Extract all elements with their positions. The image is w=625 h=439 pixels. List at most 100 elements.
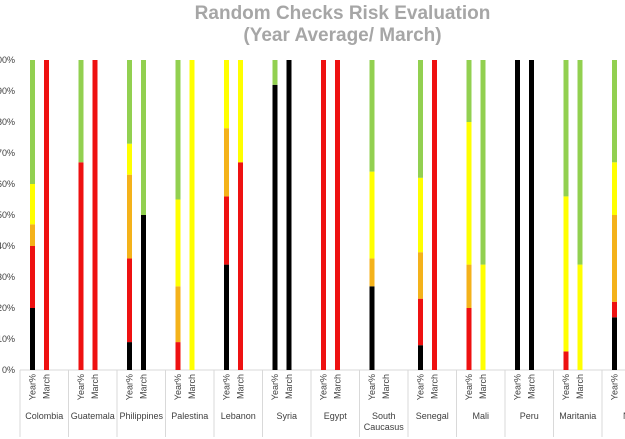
bar-sub-label: Year% <box>416 374 426 400</box>
bar-sub-label: March <box>187 374 197 399</box>
bar-segment-red <box>30 246 35 308</box>
bar-segment-orange <box>175 286 181 343</box>
bar-segment-green <box>418 60 423 178</box>
bar-sub-label: March <box>139 374 149 399</box>
bar-segment-green <box>369 60 375 172</box>
bar-segment-yellow <box>369 171 375 259</box>
bar-segment-orange <box>369 258 375 287</box>
bar-sub-label: March <box>333 374 343 399</box>
y-tick-label: 10% <box>0 334 15 344</box>
y-tick-label: 80% <box>0 117 15 127</box>
category-label: Caucasus <box>364 422 405 432</box>
bar-segment-green <box>272 60 278 85</box>
y-tick-label: 50% <box>0 210 15 220</box>
y-tick-label: 100% <box>0 55 15 65</box>
chart-subtitle: (Year Average/ March) <box>243 25 442 46</box>
bar-segment-green <box>480 60 486 265</box>
bar-segment-yellow <box>577 264 583 370</box>
bar-segment-orange <box>466 264 472 308</box>
bar-segment-yellow <box>189 60 195 370</box>
bar-segment-black <box>286 60 292 370</box>
bar-segment-yellow <box>480 264 486 370</box>
bar-segment-red <box>612 301 617 318</box>
bar-segment-green <box>78 60 84 163</box>
bar-sub-label: March <box>236 374 246 399</box>
category-label: Philippines <box>119 411 163 421</box>
bar-sub-label: March <box>430 374 440 399</box>
bar-segment-black <box>418 345 423 370</box>
category-label: Lebanon <box>221 411 256 421</box>
bar-segment-black <box>127 342 132 370</box>
bar-segment-orange <box>30 224 35 246</box>
bar-segment-yellow <box>224 60 229 129</box>
bar-segment-black <box>515 60 520 370</box>
bar-segment-green <box>577 60 583 265</box>
y-tick-label: 90% <box>0 86 15 96</box>
category-label: Colombia <box>25 411 63 421</box>
bar-sub-label: Year% <box>270 374 280 400</box>
bar-segment-orange <box>612 215 617 302</box>
bar-sub-label: Year% <box>222 374 232 400</box>
bar-segment-green <box>175 60 181 200</box>
y-tick-label: 0% <box>2 365 15 375</box>
bar-segment-red <box>432 60 437 370</box>
bar-sub-label: Year% <box>513 374 523 400</box>
bar-segment-green <box>141 60 146 215</box>
category-label: Egypt <box>324 411 348 421</box>
bar-segment-black <box>272 84 278 371</box>
bar-sub-label: March <box>624 374 625 399</box>
bar-segment-green <box>563 60 569 197</box>
y-tick-label: 20% <box>0 303 15 313</box>
category-label: N <box>623 411 625 421</box>
bar-segment-black <box>30 308 35 370</box>
bar-segment-red <box>92 60 98 370</box>
bar-segment-green <box>30 60 35 184</box>
bar-segment-red <box>175 342 181 370</box>
bar-segment-red <box>44 60 49 370</box>
category-label: Maritania <box>559 411 596 421</box>
bar-segment-black <box>224 264 229 370</box>
bar-sub-label: Year% <box>76 374 86 400</box>
bar-segment-black <box>369 286 375 370</box>
category-label: Palestina <box>171 411 208 421</box>
bar-sub-label: Year% <box>464 374 474 400</box>
bar-segment-red <box>466 308 472 370</box>
bar-sub-label: March <box>381 374 391 399</box>
bar-sub-label: March <box>42 374 52 399</box>
category-label: Guatemala <box>71 411 115 421</box>
y-tick-label: 70% <box>0 148 15 158</box>
bar-sub-label: March <box>478 374 488 399</box>
bar-segment-green <box>466 60 472 122</box>
bar-segment-red <box>224 196 229 265</box>
category-label: Mali <box>472 411 489 421</box>
bar-segment-orange <box>127 174 132 259</box>
y-tick-label: 60% <box>0 179 15 189</box>
bar-sub-label: Year% <box>173 374 183 400</box>
bar-segment-red <box>563 351 569 370</box>
bar-segment-red <box>418 298 423 346</box>
bar-segment-yellow <box>30 184 35 225</box>
bar-segment-yellow <box>612 162 617 215</box>
y-tick-label: 30% <box>0 272 15 282</box>
bar-sub-label: March <box>284 374 294 399</box>
bar-sub-label: Year% <box>367 374 377 400</box>
bar-segment-red <box>321 60 326 370</box>
bar-segment-black <box>141 215 146 370</box>
y-tick-label: 40% <box>0 241 15 251</box>
category-label: Syria <box>276 411 297 421</box>
chart-title: Random Checks Risk Evaluation <box>194 3 491 24</box>
bar-sub-label: March <box>527 374 537 399</box>
bar-segment-orange <box>224 128 229 197</box>
bar-segment-orange <box>418 252 423 299</box>
bar-sub-label: Year% <box>610 374 620 400</box>
bar-sub-label: March <box>90 374 100 399</box>
bar-segment-green <box>127 60 132 144</box>
bar-sub-label: Year% <box>319 374 329 400</box>
bar-segment-red <box>238 162 243 370</box>
bar-sub-label: Year% <box>28 374 38 400</box>
bar-segment-black <box>529 60 534 370</box>
bar-segment-yellow <box>418 177 423 253</box>
bar-segment-black <box>612 317 617 370</box>
bar-segment-red <box>335 60 340 370</box>
